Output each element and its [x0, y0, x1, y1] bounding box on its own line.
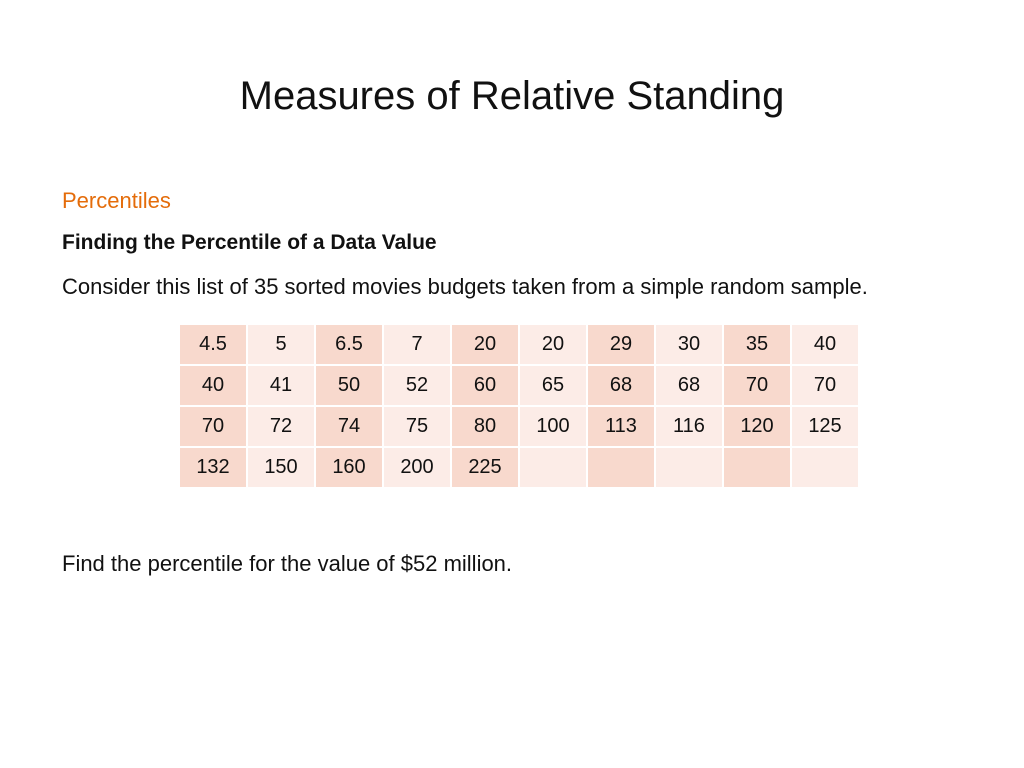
table-cell: 75	[384, 407, 452, 448]
table-cell	[724, 448, 792, 489]
table-cell: 125	[792, 407, 860, 448]
table-cell	[792, 448, 860, 489]
table-cell: 200	[384, 448, 452, 489]
table-row: 70 72 74 75 80 100 113 116 120 125	[180, 407, 860, 448]
table-cell: 68	[656, 366, 724, 407]
table-cell: 30	[656, 325, 724, 366]
table-cell: 20	[520, 325, 588, 366]
table-cell: 100	[520, 407, 588, 448]
table-cell: 132	[180, 448, 248, 489]
slide-title: Measures of Relative Standing	[239, 74, 785, 118]
table-cell: 116	[656, 407, 724, 448]
budget-table: 4.5 5 6.5 7 20 20 29 30 35 40 40 41 50 52 60 65 68 68 70 70…	[180, 325, 860, 489]
table-cell: 7	[384, 325, 452, 366]
table-cell: 29	[588, 325, 656, 366]
table-cell: 70	[180, 407, 248, 448]
table-cell: 52	[384, 366, 452, 407]
table-cell: 68	[588, 366, 656, 407]
table-cell: 4.5	[180, 325, 248, 366]
table-cell	[656, 448, 724, 489]
table-cell	[588, 448, 656, 489]
table-row: 4.5 5 6.5 7 20 20 29 30 35 40	[180, 325, 860, 366]
table-cell: 20	[452, 325, 520, 366]
budget-table-body: 4.5 5 6.5 7 20 20 29 30 35 40 40 41 50 52 60 65 68 68 70 70…	[180, 325, 860, 489]
table-cell: 65	[520, 366, 588, 407]
table-cell	[520, 448, 588, 489]
table-cell: 35	[724, 325, 792, 366]
table-cell: 50	[316, 366, 384, 407]
table-cell: 120	[724, 407, 792, 448]
table-cell: 41	[248, 366, 316, 407]
table-cell: 74	[316, 407, 384, 448]
question-text: Find the percentile for the value of $52…	[62, 551, 513, 576]
table-cell: 113	[588, 407, 656, 448]
table-cell: 160	[316, 448, 384, 489]
table-row: 132 150 160 200 225	[180, 448, 860, 489]
table-cell: 6.5	[316, 325, 384, 366]
table-cell: 70	[724, 366, 792, 407]
intro-text: Consider this list of 35 sorted movies b…	[62, 274, 868, 299]
table-cell: 70	[792, 366, 860, 407]
table-cell: 225	[452, 448, 520, 489]
table-cell: 40	[792, 325, 860, 366]
table-cell: 5	[248, 325, 316, 366]
table-cell: 80	[452, 407, 520, 448]
table-cell: 40	[180, 366, 248, 407]
subheading: Finding the Percentile of a Data Value	[62, 231, 437, 254]
table-cell: 72	[248, 407, 316, 448]
table-cell: 150	[248, 448, 316, 489]
table-row: 40 41 50 52 60 65 68 68 70 70	[180, 366, 860, 407]
section-label: Percentiles	[62, 188, 171, 213]
table-cell: 60	[452, 366, 520, 407]
